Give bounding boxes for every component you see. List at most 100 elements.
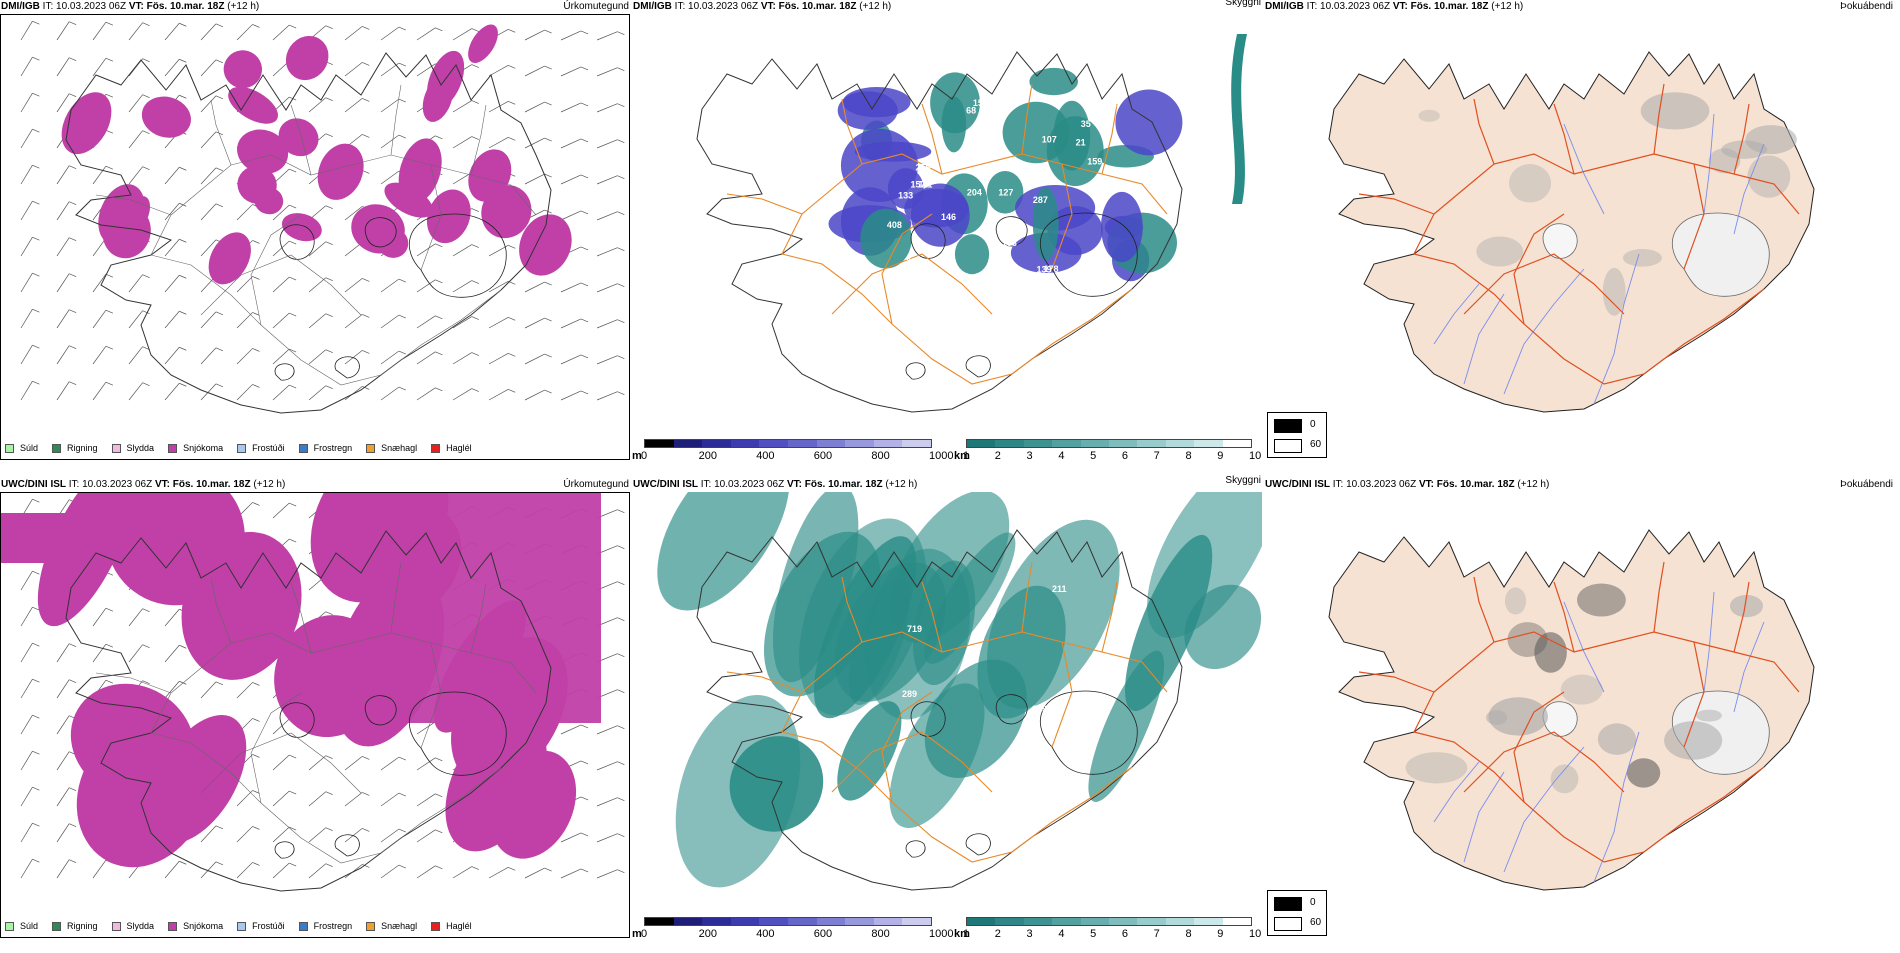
wind-barb-flag xyxy=(435,387,443,392)
wind-barb-flag xyxy=(580,760,589,765)
wind-barb-flag xyxy=(142,94,150,99)
model-name: UWC/DINI ISL xyxy=(633,479,698,490)
road-line xyxy=(1463,731,1625,793)
legend-swatch xyxy=(366,443,376,453)
river-line xyxy=(1703,591,1715,693)
wind-barb-flag xyxy=(471,316,479,320)
wind-barb-flag xyxy=(580,174,589,179)
wind-barb xyxy=(416,63,436,77)
visibility-label: 111 xyxy=(918,180,932,190)
visibility-label: 133 xyxy=(898,191,913,201)
road-line xyxy=(1513,691,1565,803)
wind-barb-flag xyxy=(362,864,370,868)
legend-label: Frostúði xyxy=(252,921,285,931)
wind-barb-flag xyxy=(617,761,625,766)
wind-barb-flag xyxy=(325,97,333,102)
wind-barb-flag xyxy=(215,59,224,64)
wind-barb-flag xyxy=(32,92,40,97)
wind-barb xyxy=(416,351,436,365)
road-line xyxy=(921,581,943,653)
legend-item: Frostregn xyxy=(298,440,352,456)
wind-barb-flag xyxy=(325,863,333,868)
wind-barb-flag xyxy=(435,829,443,834)
wind-barb xyxy=(56,309,70,329)
fog-patch xyxy=(1664,721,1723,760)
wind-barb xyxy=(20,643,33,663)
wind-barb-flag xyxy=(544,867,552,872)
coastline xyxy=(65,530,552,892)
wind-barb xyxy=(20,751,33,771)
wind-barb-flag xyxy=(398,26,406,31)
legend-label: Snæhagl xyxy=(381,921,418,931)
wind-barb-flag xyxy=(325,25,333,30)
fog-index-map xyxy=(1264,492,1894,938)
low-visibility-area xyxy=(1029,67,1078,96)
model-name: DMI/IGB xyxy=(1265,1,1304,12)
colorbar-tick: 5 xyxy=(1090,450,1097,460)
wind-barb-flag xyxy=(398,864,406,869)
wind-barb xyxy=(56,57,70,77)
road-line xyxy=(1021,561,1033,633)
wind-barb-flag xyxy=(179,644,187,649)
wind-barb-flag xyxy=(362,26,370,30)
visibility-map-svg: 1593563127287111812113310750200682041391… xyxy=(696,34,1247,413)
legend-item: Snjókoma xyxy=(168,440,223,456)
wind-barb-flag xyxy=(32,750,40,755)
legend-label: Rigning xyxy=(67,443,98,453)
wind-barb-flag xyxy=(215,23,224,28)
wind-barb xyxy=(20,129,33,149)
wind-barb-flag xyxy=(289,24,297,29)
wind-barb xyxy=(560,210,582,221)
legend-item: Frostúði xyxy=(237,440,285,456)
wind-barb-flag xyxy=(617,509,625,514)
wind-barb-flag xyxy=(215,95,224,100)
visibility-label: 249 xyxy=(1102,101,1117,111)
legend-label: Frostregn xyxy=(313,921,353,931)
wind-barb xyxy=(308,313,326,329)
glacier-outline xyxy=(965,355,991,378)
wind-barb-flag xyxy=(252,862,260,866)
wind-barb-flag xyxy=(617,139,625,144)
wind-barb-flag xyxy=(398,62,406,67)
wind-barb xyxy=(92,607,107,627)
fog-swatch-high xyxy=(1274,439,1302,453)
fog-swatch-high xyxy=(1274,917,1302,931)
snow-area xyxy=(281,213,322,242)
wind-barb xyxy=(200,239,217,257)
wind-barb-flag xyxy=(142,346,150,351)
wind-barb-flag xyxy=(105,309,114,314)
road-line xyxy=(420,642,442,749)
wind-barb-flag xyxy=(471,388,479,392)
colorbar-tick: 9 xyxy=(1217,928,1224,938)
legend-label: Slydda xyxy=(126,443,155,453)
wind-barb-flag xyxy=(617,797,625,802)
river-line xyxy=(1733,621,1765,713)
snow-area xyxy=(468,149,512,202)
wind-barb xyxy=(560,724,582,735)
wind-barb xyxy=(272,240,290,257)
snow-area xyxy=(208,232,251,285)
wind-barb-flag xyxy=(32,344,40,349)
legend-label: Snjókoma xyxy=(183,443,224,453)
panel-title: UWC/DINI ISL IT: 10.03.2023 06Z VT: Fös.… xyxy=(633,475,1261,490)
wind-barb xyxy=(380,278,400,293)
colorbar-tick: 800 xyxy=(871,450,890,460)
colorbar-tick: 7 xyxy=(1153,450,1160,460)
wind-barb xyxy=(596,761,618,771)
wind-barb-flag xyxy=(289,538,297,543)
wind-barb xyxy=(344,756,363,771)
wind-barb xyxy=(128,274,143,293)
wind-barb xyxy=(380,134,400,149)
road-line xyxy=(781,631,1168,733)
road-line xyxy=(150,732,502,864)
wind-barb-flag xyxy=(325,791,333,796)
river-line xyxy=(1563,123,1605,215)
low-visibility-area xyxy=(865,548,970,720)
snow-area xyxy=(1,513,71,563)
wind-barb-flag xyxy=(215,681,224,686)
low-visibility-area xyxy=(854,141,932,162)
glacier-outline xyxy=(334,834,360,857)
panel-title: UWC/DINI ISL IT: 10.03.2023 06Z VT: Fös.… xyxy=(1265,479,1893,490)
wind-barb-flag xyxy=(435,757,443,762)
height-colorbar: m 0 200 400 600 800 1000 xyxy=(632,439,953,460)
